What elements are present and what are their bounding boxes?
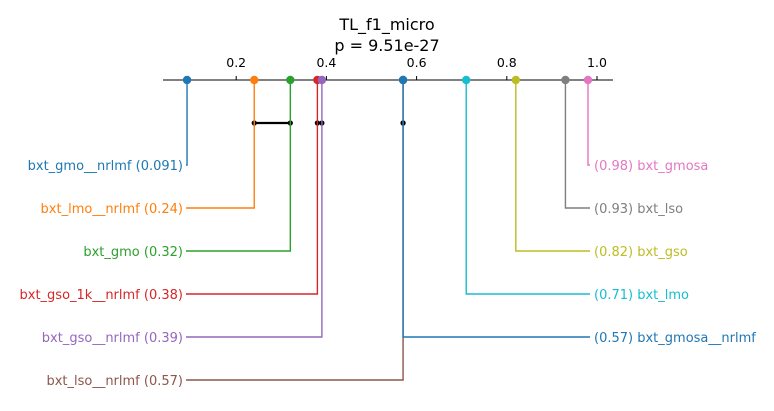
method-connector bbox=[465, 80, 590, 295]
method-label: bxt_lso__nrlmf (0.57) bbox=[46, 374, 183, 389]
method-label: (0.98) bxt_gmosa bbox=[594, 159, 708, 174]
tick-label: 0.4 bbox=[316, 55, 336, 70]
method-value: (0.39) bbox=[144, 331, 183, 346]
method-label: (0.71) bxt_lmo bbox=[594, 288, 689, 303]
method-value: (0.98) bbox=[594, 159, 633, 174]
method-value: (0.82) bbox=[594, 245, 633, 260]
method-label: bxt_gso__nrlmf (0.39) bbox=[42, 331, 183, 346]
method-label: bxt_gmo (0.32) bbox=[83, 245, 183, 260]
chart-subtitle: p = 9.51e-27 bbox=[334, 36, 439, 55]
tick-label: 0.8 bbox=[497, 55, 517, 70]
method-point bbox=[462, 75, 471, 85]
method-connector bbox=[186, 80, 292, 252]
method-label: (0.93) bxt_lso bbox=[594, 202, 683, 217]
method-connector bbox=[186, 80, 319, 295]
axis-ticks: 0.2 0.4 0.6 0.8 1.0 bbox=[226, 55, 607, 80]
method-name: bxt_gso_1k__nrlmf bbox=[20, 288, 141, 303]
method-value: (0.57) bbox=[594, 331, 633, 346]
method-value: (0.091) bbox=[136, 159, 183, 174]
clique-bars bbox=[251, 120, 406, 126]
method-value: (0.93) bbox=[594, 202, 633, 217]
method-name: bxt_gmo__nrlmf bbox=[28, 159, 132, 174]
method-value: (0.38) bbox=[144, 288, 183, 303]
method-point bbox=[286, 75, 295, 85]
method-name: bxt_lmo__nrlmf bbox=[41, 202, 141, 217]
method-point bbox=[561, 75, 570, 85]
method-connector bbox=[186, 80, 404, 381]
method-connector bbox=[564, 80, 590, 209]
method-connector bbox=[186, 80, 188, 166]
method-point bbox=[250, 75, 259, 85]
method-label: bxt_lmo__nrlmf (0.24) bbox=[41, 202, 183, 217]
method-name: bxt_gso__nrlmf bbox=[42, 331, 140, 346]
method-value: (0.32) bbox=[144, 245, 183, 260]
method-name: bxt_gmosa__nrlmf bbox=[637, 331, 756, 346]
method-label: (0.82) bxt_gso bbox=[594, 245, 688, 260]
method-connector bbox=[515, 80, 590, 252]
method-name: bxt_lso__nrlmf bbox=[46, 374, 140, 389]
chart-title: TL_f1_micro bbox=[338, 15, 434, 35]
tick-label: 1.0 bbox=[587, 55, 607, 70]
method-name: bxt_lso bbox=[637, 202, 683, 217]
method-name: bxt_lmo bbox=[637, 288, 689, 303]
method-value: (0.24) bbox=[144, 202, 183, 217]
method-point bbox=[583, 75, 593, 85]
method-label: (0.57) bxt_gmosa__nrlmf bbox=[594, 331, 756, 346]
method-label: bxt_gmo__nrlmf (0.091) bbox=[28, 159, 183, 174]
method-name: bxt_gmo bbox=[83, 245, 139, 260]
method-name: bxt_gmosa bbox=[637, 159, 708, 174]
method-point bbox=[398, 75, 408, 85]
method-name: bxt_gso bbox=[637, 245, 688, 260]
method-connector bbox=[587, 80, 590, 166]
method-point bbox=[317, 75, 327, 85]
tick-label: 0.2 bbox=[226, 55, 246, 70]
method-point bbox=[511, 75, 521, 85]
method-connector bbox=[402, 80, 590, 338]
method-connector bbox=[186, 80, 323, 338]
tick-label: 0.6 bbox=[407, 55, 427, 70]
method-connector bbox=[186, 80, 255, 209]
method-markers: bxt_gmo__nrlmf (0.091) bxt_lmo__nrlmf (0.… bbox=[20, 75, 756, 389]
method-value: (0.57) bbox=[144, 374, 183, 389]
method-label: bxt_gso_1k__nrlmf (0.38) bbox=[20, 288, 184, 303]
method-point bbox=[182, 75, 192, 85]
method-value: (0.71) bbox=[594, 288, 633, 303]
